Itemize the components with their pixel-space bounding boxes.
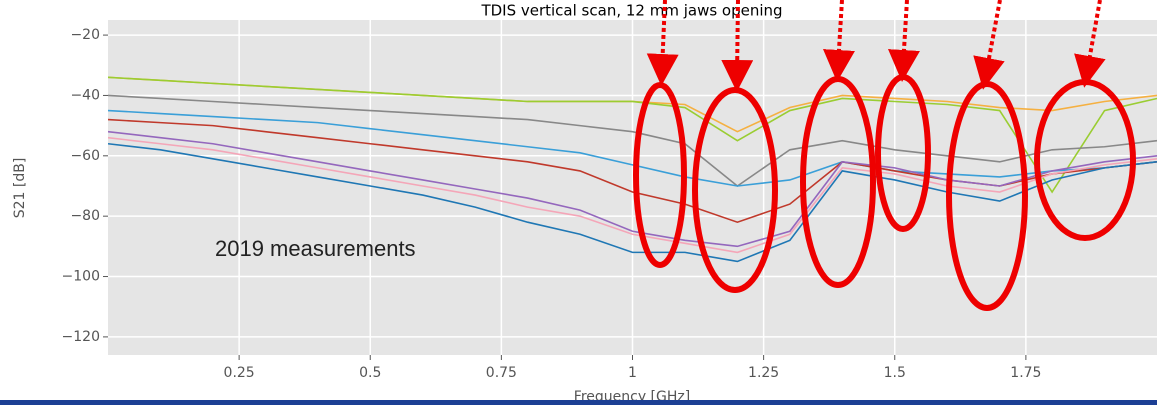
annotation: 2019 measurements [215,236,416,261]
y-tick-label: −100 [62,269,100,285]
data-line [108,109,1157,187]
y-tick-label: −60 [70,148,100,164]
y-tick-label: −20 [70,27,100,43]
x-tick-label: 0.25 [224,365,255,381]
footer-bar [0,400,1157,405]
arrows [646,0,1106,92]
x-tick-label: 1.75 [1010,365,1041,381]
x-tick-label: 1.25 [748,365,779,381]
data-line [108,94,1157,187]
y-axis-label: S21 [dB] [12,158,28,219]
data-line [108,130,1157,248]
y-tick-label: −40 [70,87,100,103]
x-tick-label: 0.75 [486,365,517,381]
data-line [108,76,1157,194]
x-tick-label: 1.5 [884,365,906,381]
data-line [108,136,1157,254]
x-tick-label: 1 [628,365,637,381]
data-line [108,142,1157,263]
y-tick-label: −80 [70,208,100,224]
x-tick-label: 0.5 [359,365,381,381]
y-tick-label: −120 [62,329,100,345]
chart-title: TDIS vertical scan, 12 mm jaws opening [480,2,782,20]
